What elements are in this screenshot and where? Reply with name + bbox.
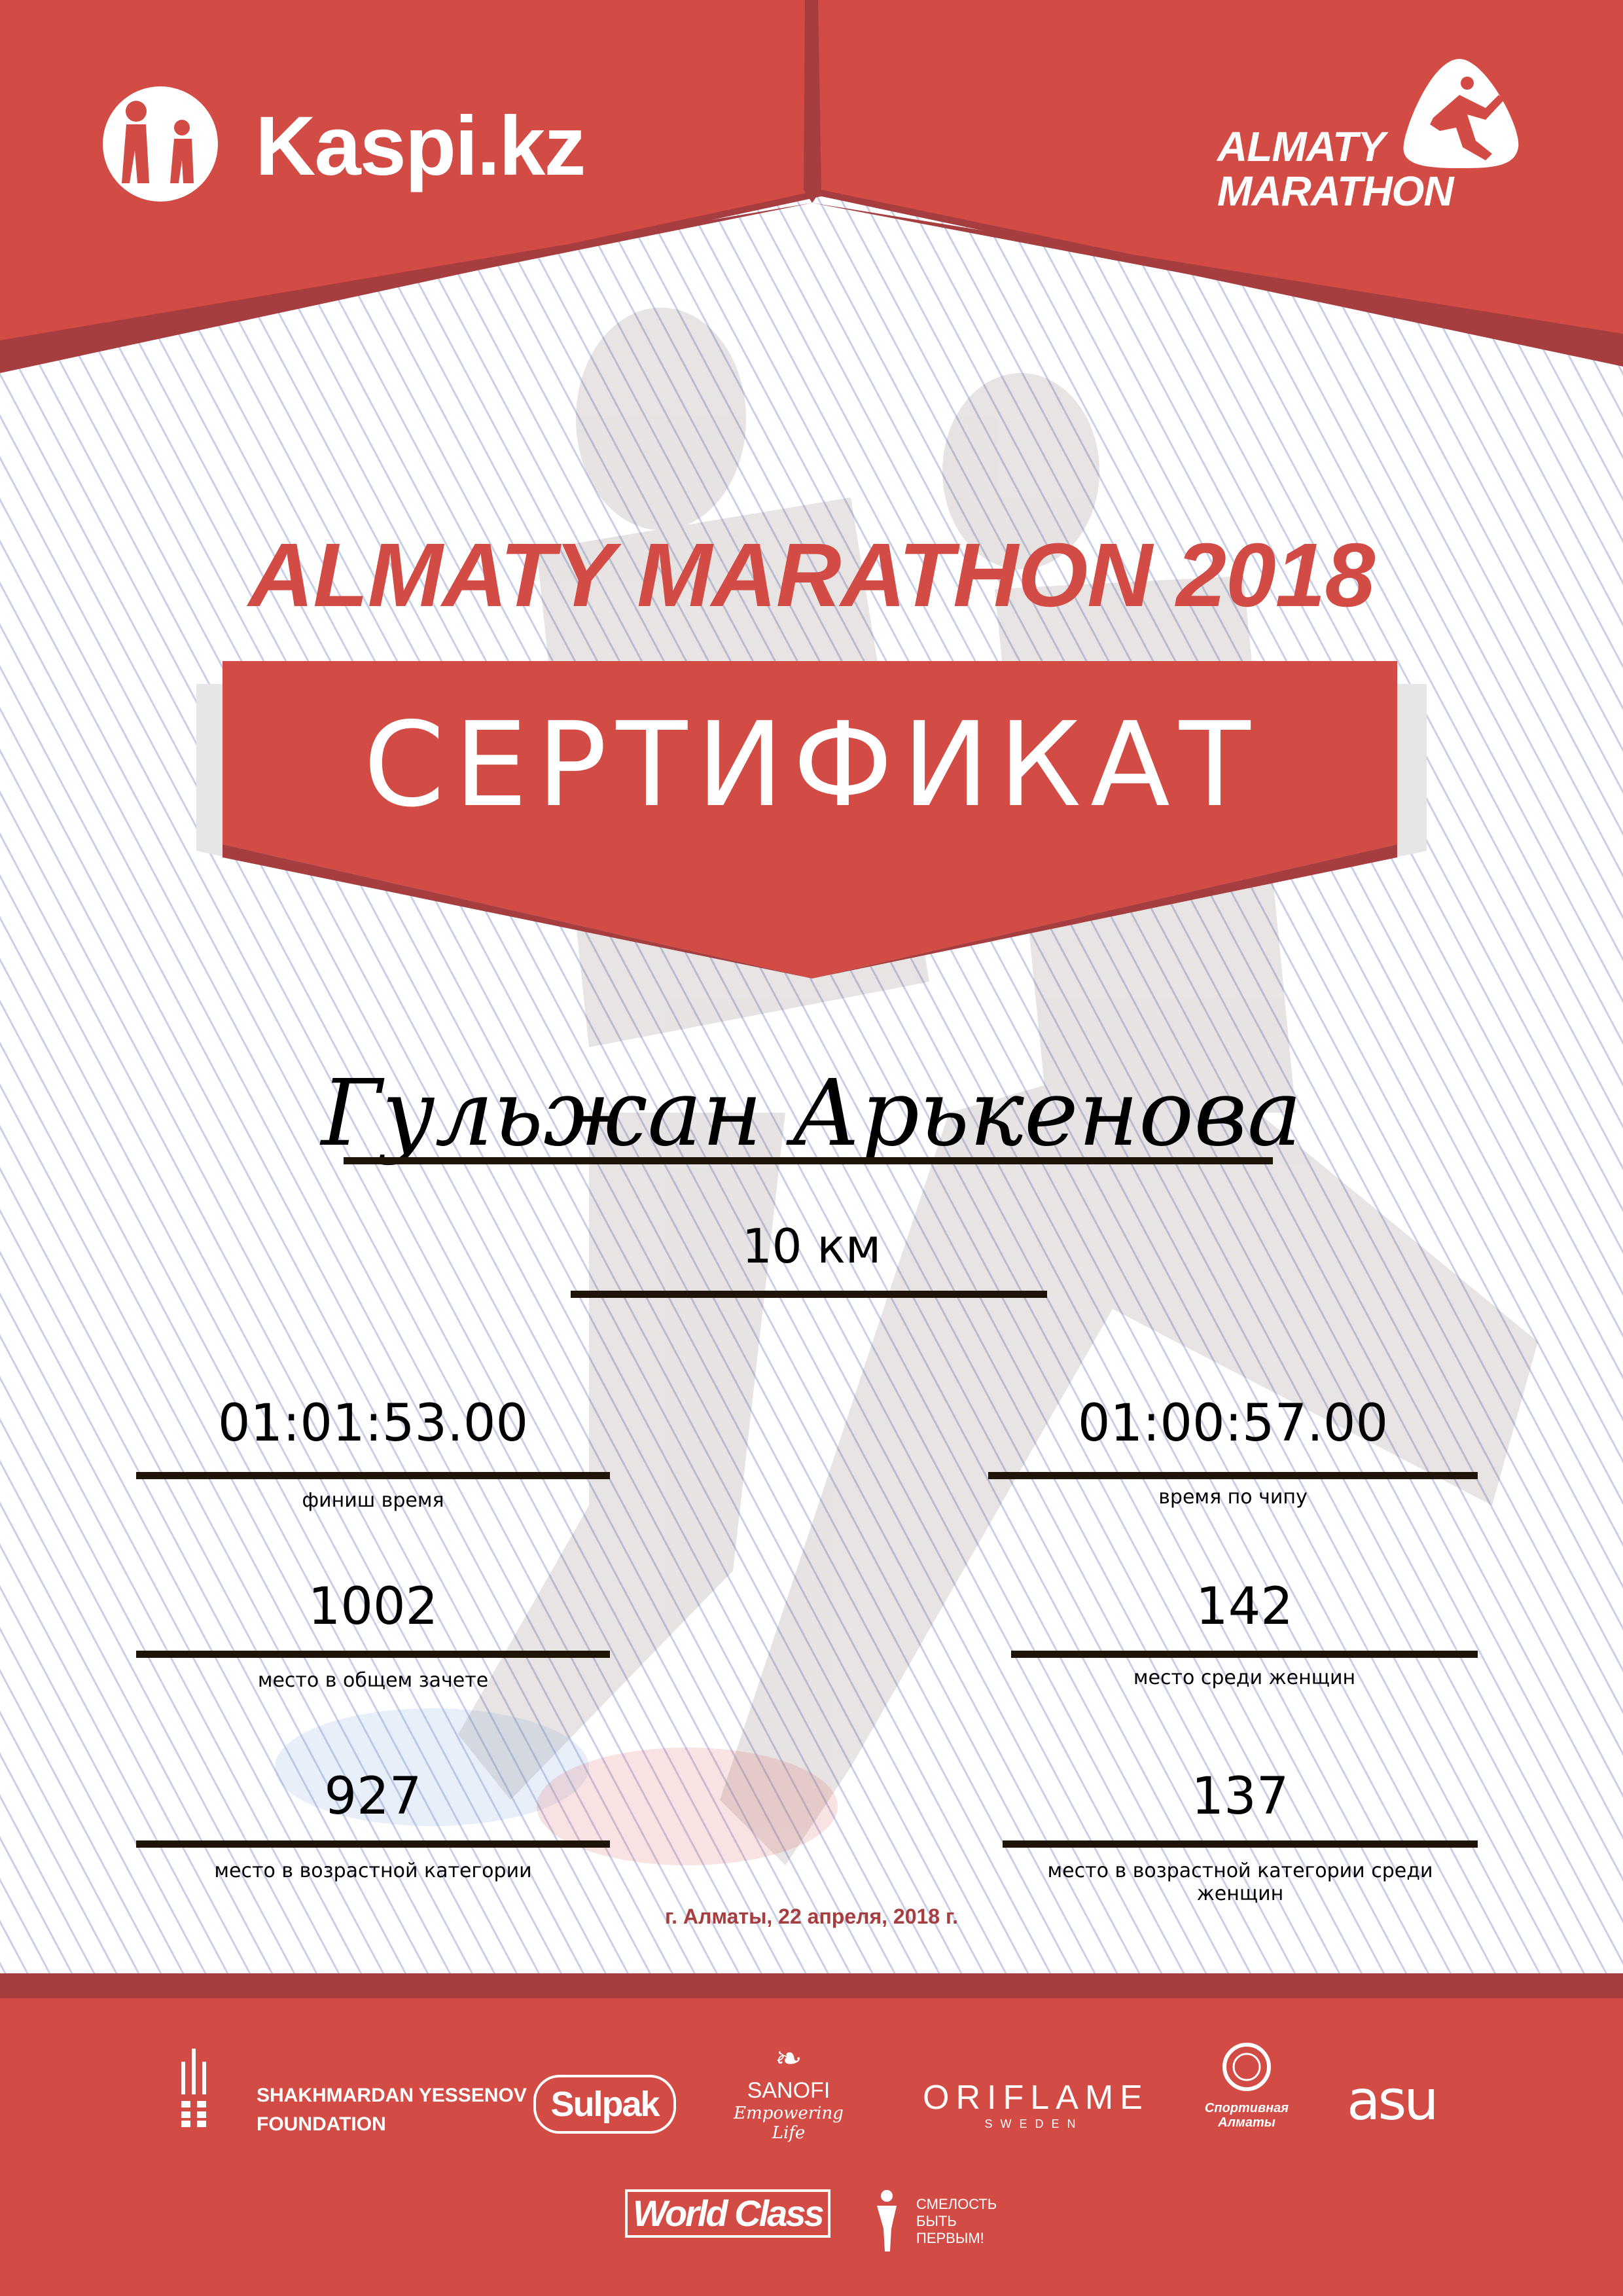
smelost-runner-icon <box>877 2190 897 2251</box>
age-category-place-underline <box>136 1840 610 1848</box>
sport-almaty-logo: Спортивная Алматы <box>1201 2036 1293 2130</box>
sanofi-logo: ❧ SANOFI Empowering Life <box>726 2039 851 2143</box>
overall-place-value: 1002 <box>308 1577 438 1636</box>
name-underline <box>344 1157 1273 1164</box>
women-place-value: 142 <box>1196 1577 1293 1636</box>
sport-almaty-line-1: Спортивная <box>1204 2101 1289 2115</box>
yessenov-line-2: FOUNDATION <box>257 2113 386 2135</box>
almaty-marathon-runner-icon <box>1403 59 1519 168</box>
overall-place-underline <box>136 1651 610 1658</box>
footer-band <box>0 1973 1623 1998</box>
oriflame-logo: ORIFLAME SWEDEN <box>923 2078 1145 2131</box>
sulpak-logo: Sulpak <box>533 2075 676 2134</box>
distance-value: 10 км <box>741 1219 882 1274</box>
yessenov-line-1: SHAKHMARDAN YESSENOV <box>257 2085 527 2106</box>
issue-date: г. Алматы, 22 апреля, 2018 г. <box>665 1905 958 1928</box>
chip-time-value: 01:00:57.00 <box>1077 1394 1389 1453</box>
certificate-heading: СЕРТИФИКАТ <box>363 697 1260 833</box>
age-category-place-value: 927 <box>324 1767 422 1826</box>
age-category-place-label: место в возрастной категории <box>214 1859 532 1882</box>
sport-almaty-emblem-icon <box>1222 2043 1271 2091</box>
women-age-place-underline <box>1003 1840 1478 1848</box>
yessenov-logo-icon <box>181 2049 206 2127</box>
yessenov-logo-text: SHAKHMARDAN YESSENOV FOUNDATION <box>257 2081 527 2139</box>
event-title: ALMATY MARATHON 2018 <box>248 525 1376 626</box>
sponsors-footer <box>0 1998 1623 2296</box>
kaspi-logo-text: Kaspi.kz <box>255 99 586 193</box>
chip-time-underline <box>988 1472 1478 1479</box>
finish-time-value: 01:01:53.00 <box>217 1394 529 1453</box>
smelost-logo-text: СМЕЛОСТЬ БЫТЬ ПЕРВЫМ! <box>916 2196 997 2247</box>
smelost-line-3: ПЕРВЫМ! <box>916 2230 984 2246</box>
overall-place-label: место в общем зачете <box>257 1669 489 1692</box>
sanofi-bird-icon: ❧ <box>775 2040 802 2077</box>
women-place-underline <box>1011 1651 1478 1658</box>
sanofi-tagline: Empowering Life <box>734 2104 844 2143</box>
chip-time-label: время по чипу <box>1158 1486 1308 1509</box>
smelost-line-1: СМЕЛОСТЬ <box>916 2196 997 2212</box>
women-age-place-label: место в возрастной категории среди женщи… <box>1047 1859 1433 1905</box>
header-banner <box>0 0 1623 373</box>
finish-time-label: финиш время <box>302 1489 444 1512</box>
asu-logo: asu <box>1347 2068 1438 2132</box>
finish-time-underline <box>136 1472 610 1479</box>
certificate-banner <box>196 661 1427 978</box>
kaspi-logo-icon <box>103 86 218 202</box>
logo-line-1: ALMATY <box>1217 123 1385 170</box>
sport-almaty-line-2: Алматы <box>1218 2115 1275 2130</box>
women-place-label: место среди женщин <box>1133 1666 1356 1689</box>
oriflame-name: ORIFLAME <box>923 2079 1149 2117</box>
women-age-place-value: 137 <box>1191 1767 1289 1826</box>
participant-name: Гульжан Арькенова <box>321 1060 1302 1167</box>
worldclass-logo: World Class <box>625 2189 830 2238</box>
almaty-marathon-logo-text: ALMATY MARATHON <box>1217 124 1454 213</box>
distance-underline <box>571 1291 1047 1298</box>
oriflame-sub: SWEDEN <box>984 2117 1084 2130</box>
logo-line-2: MARATHON <box>1217 168 1454 215</box>
smelost-line-2: БЫТЬ <box>916 2213 957 2229</box>
sanofi-name: SANOFI <box>747 2078 830 2103</box>
